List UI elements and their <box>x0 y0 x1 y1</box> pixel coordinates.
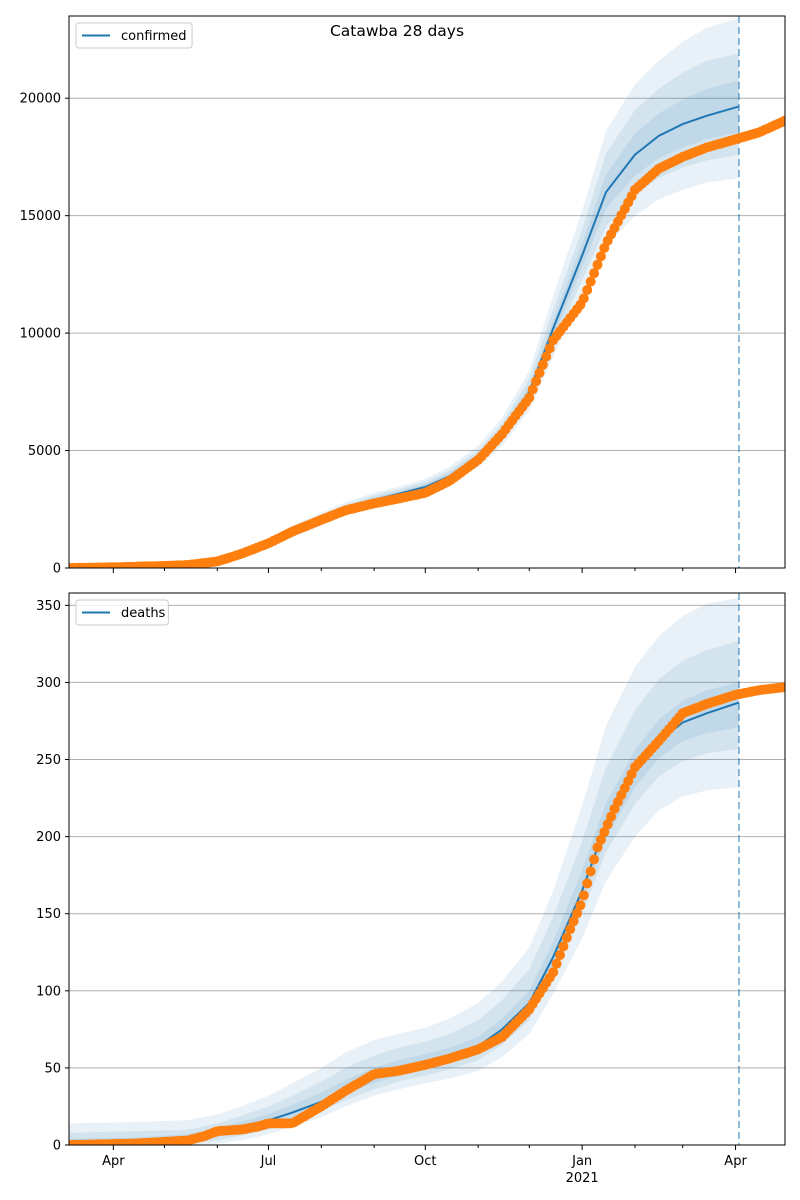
deaths-observed-point <box>602 819 613 830</box>
confirmed-observed-point <box>524 392 535 403</box>
confirmed-observed-point <box>582 285 593 295</box>
confirmed-y-tick-label: 20000 <box>20 92 61 107</box>
deaths-y-tick-label: 200 <box>36 830 61 845</box>
deaths-observed-point <box>548 967 559 978</box>
confirmed-plot-area <box>69 16 785 568</box>
deaths-y-tick-label: 250 <box>36 753 61 768</box>
confirmed-observed-point <box>531 376 542 387</box>
deaths-y-tick-label: 50 <box>44 1061 61 1076</box>
deaths-observed-point <box>589 854 600 865</box>
confirmed-observed-point <box>527 384 538 395</box>
deaths-uncertainty-band <box>69 640 739 1145</box>
deaths-observed-point <box>606 811 617 822</box>
deaths-x-year-label: 2021 <box>566 1171 599 1186</box>
deaths-uncertainty-band <box>69 597 739 1145</box>
deaths-observed-point <box>565 924 576 935</box>
deaths-observed-point <box>561 932 572 943</box>
confirmed-panel: 0 5000 10000 15000 20000 confirmed <box>20 15 786 577</box>
confirmed-observed-point <box>537 359 548 370</box>
confirmed-uncertainty-band <box>69 53 739 568</box>
deaths-x-tick-label: Oct <box>414 1154 436 1169</box>
deaths-observed-point <box>595 834 606 845</box>
deaths-observed-point <box>568 916 579 927</box>
deaths-observed-point <box>780 682 785 693</box>
deaths-observed-point <box>558 941 569 952</box>
confirmed-observed-point <box>544 343 555 354</box>
deaths-observed-point <box>551 958 562 969</box>
confirmed-y-tick-label: 5000 <box>28 444 61 459</box>
deaths-y-tick-label: 300 <box>36 676 61 691</box>
confirmed-y-tick-label: 0 <box>53 562 61 577</box>
deaths-x-tick-label: Jan <box>571 1154 592 1169</box>
deaths-axes-frame <box>68 592 786 1146</box>
deaths-legend: deaths <box>75 599 169 626</box>
deaths-y-tick-label: 0 <box>53 1139 61 1154</box>
deaths-x-tick-label: Apr <box>724 1154 747 1169</box>
deaths-legend-label: deaths <box>121 606 166 621</box>
confirmed-y-tick-label: 15000 <box>20 209 61 224</box>
deaths-observed-point <box>582 878 593 889</box>
deaths-observed-point <box>592 842 603 853</box>
deaths-y-tick-label: 100 <box>36 984 61 999</box>
deaths-legend-box <box>75 599 169 626</box>
confirmed-legend-label: confirmed <box>121 29 187 44</box>
deaths-observed-point <box>585 866 596 877</box>
confirmed-observed-point <box>780 115 785 126</box>
confirmed-observed-point <box>534 368 545 378</box>
confirmed-uncertainty-band <box>69 18 739 568</box>
confirmed-observed-point <box>592 259 603 270</box>
deaths-panel: 0 50 100 150 200 250 300 350 Apr Jul Oct Jan Apr 2021… <box>36 592 786 1186</box>
deaths-observed-point <box>572 908 582 919</box>
deaths-y-tick-label: 150 <box>36 907 61 922</box>
deaths-observed-point <box>555 950 565 960</box>
deaths-observed-point <box>578 890 589 901</box>
confirmed-observed-point <box>578 293 589 304</box>
confirmed-observed-point <box>541 351 552 362</box>
deaths-x-tick-label: Jul <box>260 1154 277 1169</box>
figure-title: Catawba 28 days <box>330 22 464 40</box>
confirmed-observed-point <box>595 251 606 262</box>
confirmed-legend: confirmed <box>75 22 193 49</box>
confirmed-y-tick-label: 10000 <box>20 327 61 342</box>
deaths-x-tick-label: Apr <box>102 1154 125 1169</box>
confirmed-legend-box <box>75 22 193 49</box>
deaths-observed-point <box>599 827 610 837</box>
deaths-y-tick-label: 350 <box>36 599 61 614</box>
confirmed-observed-point <box>585 276 596 287</box>
confirmed-axes-frame <box>68 15 786 569</box>
deaths-observed-point <box>575 900 586 911</box>
confirmed-observed-point <box>589 268 600 279</box>
deaths-plot-area <box>69 593 785 1145</box>
